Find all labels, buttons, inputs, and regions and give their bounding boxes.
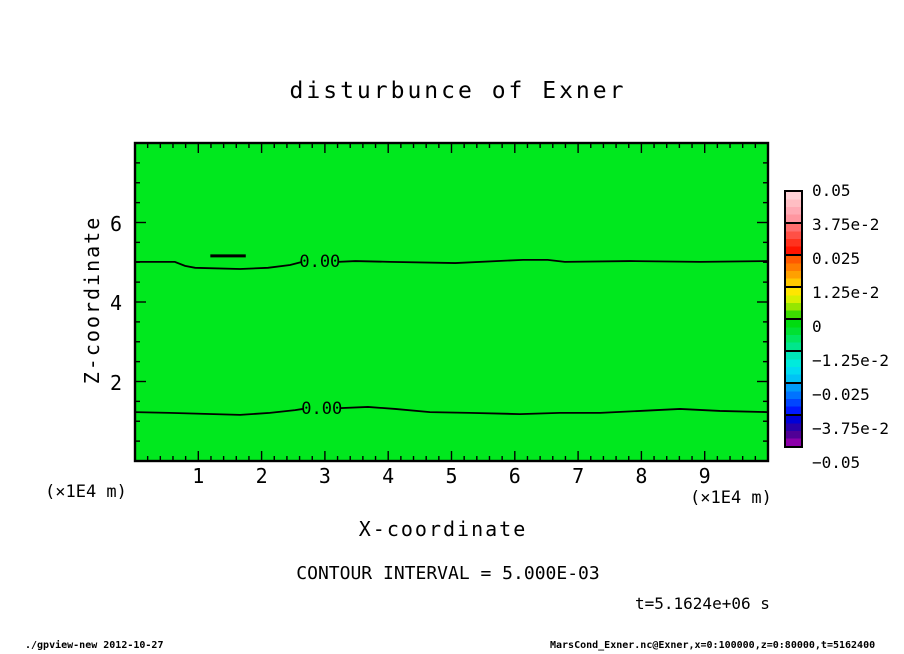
colorbar-segment <box>784 190 803 224</box>
x-tick-label: 8 <box>635 464 648 488</box>
x-axis-unit: (×1E4 m) <box>690 488 772 508</box>
colorbar-tick-label: −1.25e-2 <box>812 351 890 370</box>
contour-line-0 <box>134 408 303 416</box>
colorbar-segment <box>784 222 803 256</box>
colorbar-segment <box>784 350 803 384</box>
contour-interval-note: CONTOUR INTERVAL = 5.000E-03 <box>296 563 600 584</box>
colorbar-tick-label: 1.25e-2 <box>812 283 880 302</box>
x-tick-label: 2 <box>255 464 268 488</box>
y-axis-unit: (×1E4 m) <box>45 482 127 502</box>
colorbar-tick-label: −0.05 <box>812 453 861 472</box>
footer-data-source: MarsCond_Exner.nc@Exner,x=0:100000,z=0:8… <box>550 640 876 651</box>
x-tick-label: 3 <box>318 464 331 488</box>
x-tick-label: 9 <box>698 464 711 488</box>
colorbar-segment <box>784 254 803 288</box>
colorbar-tick-label: 0.025 <box>812 249 861 268</box>
colorbar-segment <box>784 414 803 448</box>
colorbar-segment <box>784 318 803 352</box>
contour-value-label: 0.00 <box>299 251 341 272</box>
contour-line-0 <box>338 258 769 264</box>
x-tick-label: 1 <box>192 464 205 488</box>
colorbar-segment <box>784 286 803 320</box>
contour-line-0 <box>135 260 303 270</box>
footer-program-date: ./gpview-new 2012-10-27 <box>25 640 164 651</box>
contour-field <box>135 143 768 461</box>
time-annotation: t=5.1624e+06 s <box>635 594 770 613</box>
chart-title: disturbunce of Exner <box>289 78 627 104</box>
y-tick-label: 2 <box>109 370 122 395</box>
plot-border <box>133 141 770 463</box>
colorbar-tick-label: 0.05 <box>812 181 851 200</box>
x-tick-label: 5 <box>445 464 458 488</box>
contour-value-label: 0.00 <box>301 398 343 419</box>
contour-line-0 <box>340 406 769 415</box>
colorbar-tick-label: 3.75e-2 <box>812 215 880 234</box>
colorbar-tick-label: 0 <box>812 317 822 336</box>
y-tick-label: 4 <box>109 291 122 315</box>
x-tick-label: 6 <box>508 464 521 488</box>
colorbar-tick-label: −3.75e-2 <box>812 419 890 438</box>
colorbar-segment <box>784 382 803 416</box>
x-tick-label: 7 <box>572 464 585 488</box>
colorbar-tick-label: −0.025 <box>812 385 870 404</box>
y-tick-label: 6 <box>109 211 122 236</box>
x-axis-label: X-coordinate <box>358 517 528 541</box>
colorbar <box>784 190 803 448</box>
x-tick-label: 4 <box>382 464 395 488</box>
